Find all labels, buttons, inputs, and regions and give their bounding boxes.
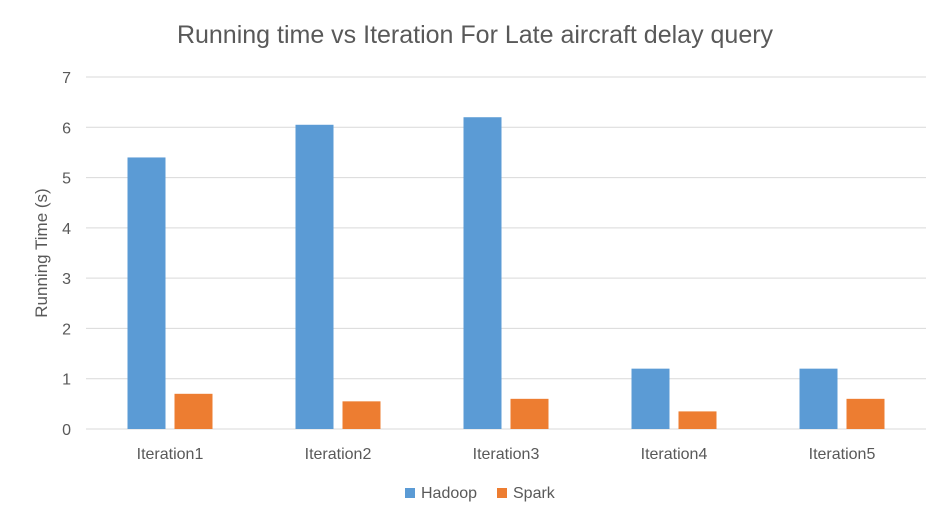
bar-hadoop-iteration2 xyxy=(295,124,334,430)
x-tick-label: Iteration2 xyxy=(305,446,372,463)
legend: Hadoop Spark xyxy=(405,485,556,502)
bar-spark-iteration1 xyxy=(174,393,213,429)
bar-spark-iteration4 xyxy=(678,411,717,429)
y-tick-label: 6 xyxy=(62,120,71,137)
bar-hadoop-iteration3 xyxy=(463,117,502,429)
bar-hadoop-iteration1 xyxy=(127,157,166,429)
x-tick-label: Iteration3 xyxy=(473,446,540,463)
legend-swatch-hadoop xyxy=(405,488,415,498)
bar-spark-iteration2 xyxy=(342,401,381,429)
bar-hadoop-iteration5 xyxy=(799,368,838,429)
x-tick-label: Iteration5 xyxy=(809,446,876,463)
chart-title: Running time vs Iteration For Late aircr… xyxy=(177,21,774,49)
y-tick-label: 7 xyxy=(62,70,71,87)
bars xyxy=(127,117,885,430)
y-tick-label: 1 xyxy=(62,372,71,389)
bar-hadoop-iteration4 xyxy=(631,368,670,429)
bar-spark-iteration3 xyxy=(510,398,549,429)
x-axis-ticks: Iteration1 Iteration2 Iteration3 Iteration4… xyxy=(137,446,876,463)
legend-label-hadoop: Hadoop xyxy=(421,485,477,502)
x-tick-label: Iteration1 xyxy=(137,446,204,463)
y-tick-label: 2 xyxy=(62,321,71,338)
y-axis-title: Running Time (s) xyxy=(32,188,51,317)
gridlines xyxy=(86,76,926,430)
legend-label-spark: Spark xyxy=(513,485,556,502)
legend-swatch-spark xyxy=(497,488,507,498)
y-axis-ticks: 0 1 2 3 4 5 6 7 xyxy=(62,70,71,439)
y-tick-label: 3 xyxy=(62,271,71,288)
y-tick-label: 5 xyxy=(62,171,71,188)
y-tick-label: 4 xyxy=(62,221,71,238)
bar-spark-iteration5 xyxy=(846,398,885,429)
y-tick-label: 0 xyxy=(62,422,71,439)
x-tick-label: Iteration4 xyxy=(641,446,708,463)
